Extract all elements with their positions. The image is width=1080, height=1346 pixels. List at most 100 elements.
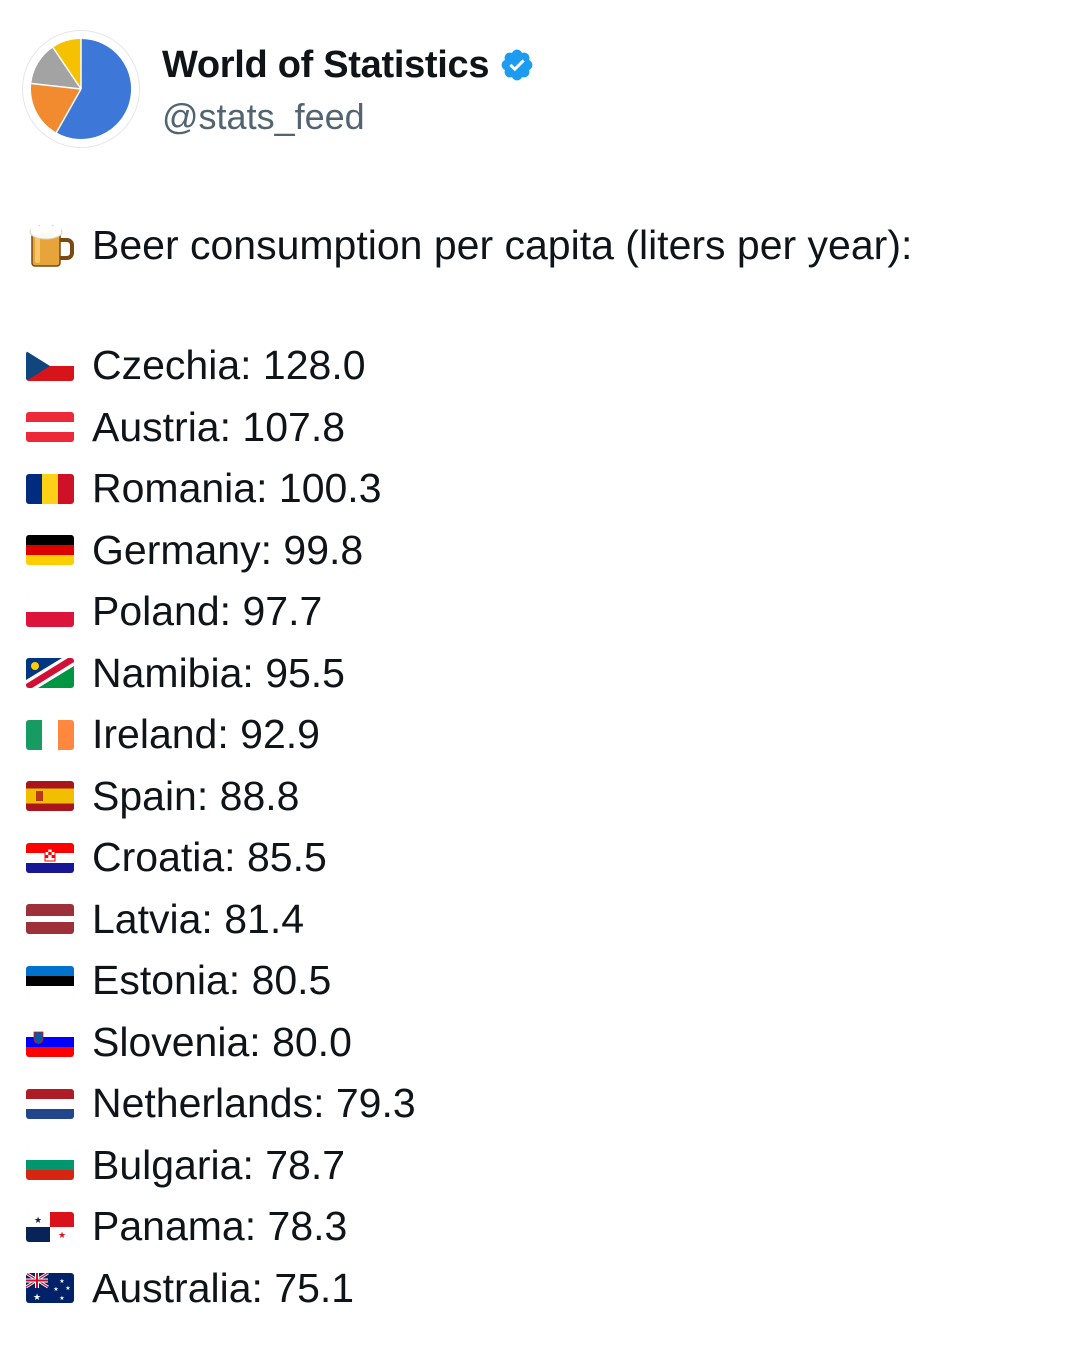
- separator: :: [244, 1203, 268, 1250]
- intro-text: Beer consumption per capita (liters per …: [92, 221, 913, 268]
- consumption-value: 85.5: [246, 834, 327, 881]
- tweet-header: World of Statistics @stats_feed: [22, 30, 1058, 150]
- flag-pl-icon: [26, 596, 74, 627]
- country-name: Spain: [92, 772, 197, 819]
- svg-text:★: ★: [59, 1295, 64, 1302]
- flag-hr-icon: [26, 842, 74, 873]
- flag-si-icon: [26, 1027, 74, 1058]
- consumption-value: 80.0: [272, 1018, 352, 1065]
- list-item: ★ ★ ★ ★ ★ Australia: 75.1: [26, 1258, 1066, 1320]
- country-name: Namibia: [92, 649, 243, 696]
- svg-text:★: ★: [58, 1230, 66, 1240]
- country-list: Czechia: 128.0 Austria: 107.8 Romania: 100…: [26, 335, 1066, 1319]
- avatar[interactable]: [22, 30, 140, 148]
- list-item: Croatia: 85.5: [26, 827, 1066, 889]
- country-name: Estonia: [92, 957, 229, 1004]
- display-name-row: World of Statistics: [162, 42, 535, 88]
- flag-ro-icon: [26, 473, 74, 504]
- flag-bg-icon: [26, 1150, 74, 1181]
- separator: :: [240, 342, 263, 389]
- separator: :: [219, 403, 243, 450]
- list-item: Germany: 99.8: [26, 520, 1066, 582]
- list-item: Namibia: 95.5: [26, 643, 1066, 705]
- flag-lv-icon: [26, 904, 74, 935]
- country-name: Poland: [92, 588, 220, 635]
- list-item: Czechia: 128.0: [26, 335, 1066, 397]
- list-item: Romania: 100.3: [26, 458, 1066, 520]
- separator: :: [228, 957, 252, 1004]
- consumption-value: 97.7: [242, 588, 323, 635]
- display-name[interactable]: World of Statistics: [162, 43, 490, 86]
- separator: :: [217, 711, 241, 758]
- country-name: Germany: [92, 526, 261, 573]
- country-name: Czechia: [92, 342, 241, 389]
- list-item: Slovenia: 80.0: [26, 1012, 1066, 1074]
- separator: :: [242, 649, 266, 696]
- verified-badge-icon[interactable]: [499, 47, 535, 83]
- separator: :: [249, 1018, 273, 1065]
- flag-de-icon: [26, 535, 74, 566]
- consumption-value: 100.3: [278, 465, 382, 512]
- country-name: Romania: [92, 465, 257, 512]
- svg-text:★: ★: [53, 1286, 58, 1293]
- country-name: Croatia: [92, 834, 225, 881]
- flag-cz-icon: [26, 350, 74, 381]
- list-item: Netherlands: 79.3: [26, 1073, 1066, 1135]
- list-item: Bulgaria: 78.7: [26, 1135, 1066, 1197]
- separator: :: [196, 772, 220, 819]
- flag-ie-icon: [26, 719, 74, 750]
- consumption-value: 99.8: [283, 526, 364, 573]
- tweet-text: Beer consumption per capita (liters per …: [26, 213, 1066, 1319]
- svg-text:★: ★: [34, 1215, 42, 1225]
- consumption-value: 75.1: [274, 1264, 355, 1311]
- svg-text:★: ★: [65, 1285, 70, 1292]
- svg-text:★: ★: [59, 1278, 64, 1285]
- beer-mug-icon: [29, 221, 74, 267]
- separator: :: [313, 1080, 336, 1127]
- separator: :: [251, 1264, 275, 1311]
- list-item: Poland: 97.7: [26, 581, 1066, 643]
- country-name: Netherlands: [92, 1080, 314, 1127]
- pie-chart-icon: [31, 39, 131, 139]
- flag-at-icon: [26, 412, 74, 443]
- consumption-value: 78.3: [267, 1203, 348, 1250]
- country-name: Panama: [92, 1203, 245, 1250]
- country-name: Australia: [92, 1264, 252, 1311]
- consumption-value: 79.3: [335, 1080, 416, 1127]
- list-item: Ireland: 92.9: [26, 704, 1066, 766]
- flag-nl-icon: [26, 1088, 74, 1119]
- separator: :: [256, 465, 279, 512]
- country-name: Austria: [92, 403, 220, 450]
- list-item: Austria: 107.8: [26, 397, 1066, 459]
- flag-es-icon: [26, 781, 74, 812]
- svg-text:★: ★: [33, 1292, 41, 1302]
- consumption-value: 95.5: [265, 649, 345, 696]
- country-name: Latvia: [92, 895, 202, 942]
- consumption-value: 92.9: [240, 711, 320, 758]
- country-name: Slovenia: [92, 1018, 250, 1065]
- flag-na-icon: [26, 658, 74, 689]
- consumption-value: 80.5: [251, 957, 332, 1004]
- separator: :: [201, 895, 225, 942]
- separator: :: [224, 834, 247, 881]
- handle[interactable]: @stats_feed: [162, 96, 365, 137]
- separator: :: [260, 526, 284, 573]
- separator: :: [219, 588, 243, 635]
- country-name: Ireland: [92, 711, 218, 758]
- flag-au-icon: ★ ★ ★ ★ ★: [26, 1273, 74, 1304]
- flag-ee-icon: [26, 965, 74, 996]
- list-item: Latvia: 81.4: [26, 889, 1066, 951]
- consumption-value: 88.8: [219, 772, 300, 819]
- separator: :: [242, 1141, 266, 1188]
- consumption-value: 78.7: [265, 1141, 346, 1188]
- country-name: Bulgaria: [92, 1141, 243, 1188]
- flag-pa-icon: ★ ★: [26, 1211, 74, 1242]
- list-item: ★ ★ Panama: 78.3: [26, 1196, 1066, 1258]
- list-item: Spain: 88.8: [26, 766, 1066, 828]
- consumption-value: 107.8: [242, 403, 346, 450]
- account-names: World of Statistics @stats_feed: [162, 42, 535, 138]
- consumption-value: 128.0: [262, 342, 366, 389]
- list-item: Estonia: 80.5: [26, 950, 1066, 1012]
- intro-line: Beer consumption per capita (liters per …: [26, 213, 1066, 277]
- consumption-value: 81.4: [224, 895, 305, 942]
